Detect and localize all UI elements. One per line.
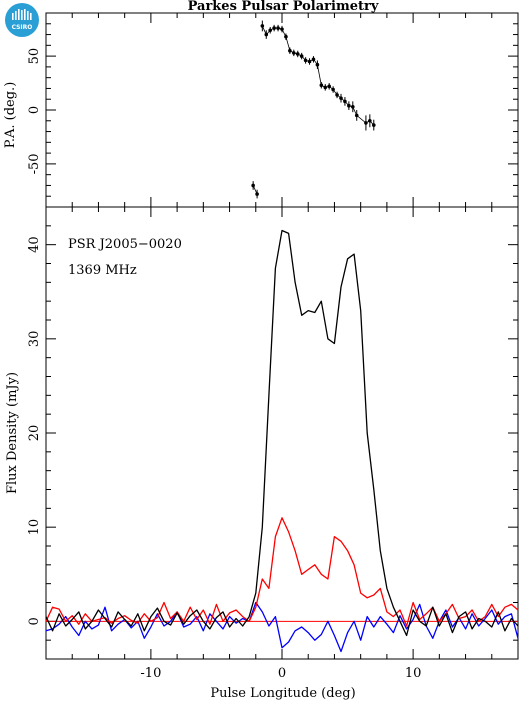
frequency-annotation: 1369 MHz	[68, 263, 137, 278]
x-axis-label: Pulse Longitude (deg)	[210, 686, 355, 701]
linear-polarization-line	[46, 518, 518, 626]
total-intensity-line	[46, 231, 518, 636]
pa-panel-frame	[46, 13, 518, 207]
pa-points	[251, 21, 375, 199]
profile-series	[46, 231, 518, 652]
x-tick-label: -10	[140, 666, 161, 681]
pa-tick-labels: -50 0 50	[27, 48, 42, 175]
x-tick-label: 10	[405, 666, 422, 681]
pa-connector	[253, 185, 257, 194]
pulsar-name-annotation: PSR J2005−0020	[68, 237, 182, 252]
y-axis-label: Flux Density (mJy)	[5, 372, 20, 494]
pa-y-tick-label: 50	[27, 48, 42, 65]
profile-y-tick-label: 0	[27, 617, 42, 625]
pa-y-tick-label: 0	[27, 106, 42, 114]
x-tick-label: 0	[278, 666, 286, 681]
profile-y-tick-label: 30	[27, 331, 42, 348]
chart-title: Parkes Pulsar Polarimetry	[188, 0, 379, 14]
csiro-logo: CSIRO	[5, 3, 39, 37]
profile-y-tick-label: 10	[27, 519, 42, 536]
profile-y-tick-label: 20	[27, 425, 42, 442]
pa-y-tick-label: -50	[27, 153, 42, 174]
pa-axis-label: P.A. (deg.)	[3, 82, 18, 149]
profile-y-tick-label: 40	[27, 236, 42, 253]
csiro-logo-text: CSIRO	[12, 24, 33, 31]
pa-axis-ticks	[46, 13, 518, 207]
circular-polarization-line	[46, 603, 518, 652]
